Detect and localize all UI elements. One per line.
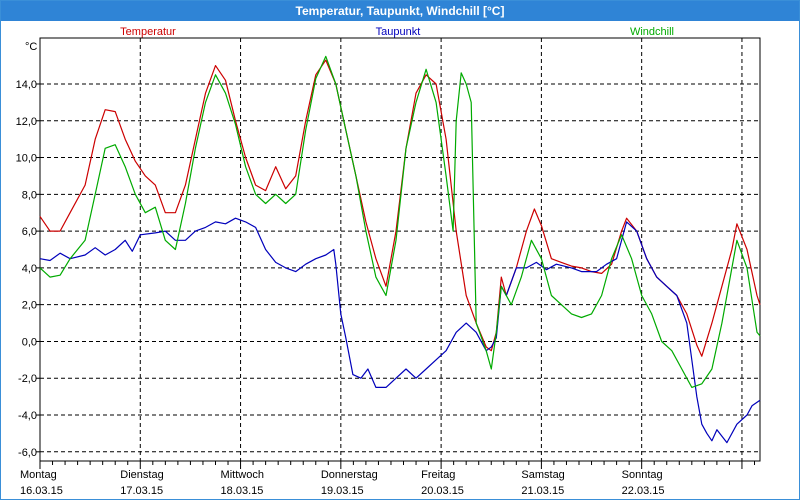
grid-lines: [40, 38, 760, 461]
series-lines: [39, 55, 761, 444]
y-tick-label: 12,0: [16, 116, 37, 128]
legend: Temperatur Taupunkt Windchill: [120, 26, 674, 38]
y-tick-label: 2,0: [22, 300, 37, 312]
x-tick-label-day: Donnerstag: [321, 469, 378, 481]
series-line: [39, 55, 761, 388]
x-tick-label-date: 17.03.15: [120, 485, 163, 497]
x-tick-label-day: Freitag: [421, 469, 455, 481]
x-tick-label-day: Samstag: [521, 469, 564, 481]
x-tick-label-date: 20.03.15: [421, 485, 464, 497]
legend-entry: Temperatur: [120, 26, 176, 38]
x-tick-label-date: 22.03.15: [622, 485, 665, 497]
legend-entry: Windchill: [630, 26, 674, 38]
y-tick-labels: 14,0 12,0 10,0 8,0 6,0 4,0 2,0 0,0 -2,0 -4,0 -6,0: [16, 79, 37, 459]
plot-frame: [39, 37, 761, 462]
y-axis-unit: °C: [25, 41, 37, 53]
x-tick-labels: Montag 16.03.15 Dienstag 17.03.15 Mittwoch 18…: [20, 469, 664, 497]
x-tick-label-day: Montag: [20, 469, 57, 481]
y-tick-label: -6,0: [18, 447, 37, 459]
x-tick-label-date: 21.03.15: [521, 485, 564, 497]
y-tick-label: 0,0: [22, 336, 37, 348]
y-tick-label: -2,0: [18, 373, 37, 385]
window-title: Temperatur, Taupunkt, Windchill [°C]: [1, 1, 799, 21]
y-tick-label: 6,0: [22, 226, 37, 238]
temperature-chart: °C Temperatur Taupunkt Windchill 14,012,01…: [16, 26, 761, 497]
y-tick-label: 10,0: [16, 153, 37, 165]
axes: °C: [25, 37, 761, 469]
x-tick-label-date: 19.03.15: [321, 485, 364, 497]
x-tick-label-day: Mittwoch: [221, 469, 264, 481]
y-tick-label: 8,0: [22, 189, 37, 201]
series-line: [39, 217, 761, 444]
legend-entry: Taupunkt: [376, 26, 421, 38]
x-tick-label-date: 18.03.15: [221, 485, 264, 497]
y-tick-label: 4,0: [22, 263, 37, 275]
x-tick-label-day: Dienstag: [120, 469, 163, 481]
y-tick-label: 14,0: [16, 79, 37, 91]
x-tick-label-day: Sonntag: [622, 469, 663, 481]
y-tick-label: -4,0: [18, 410, 37, 422]
x-tick-label-date: 16.03.15: [20, 485, 63, 497]
